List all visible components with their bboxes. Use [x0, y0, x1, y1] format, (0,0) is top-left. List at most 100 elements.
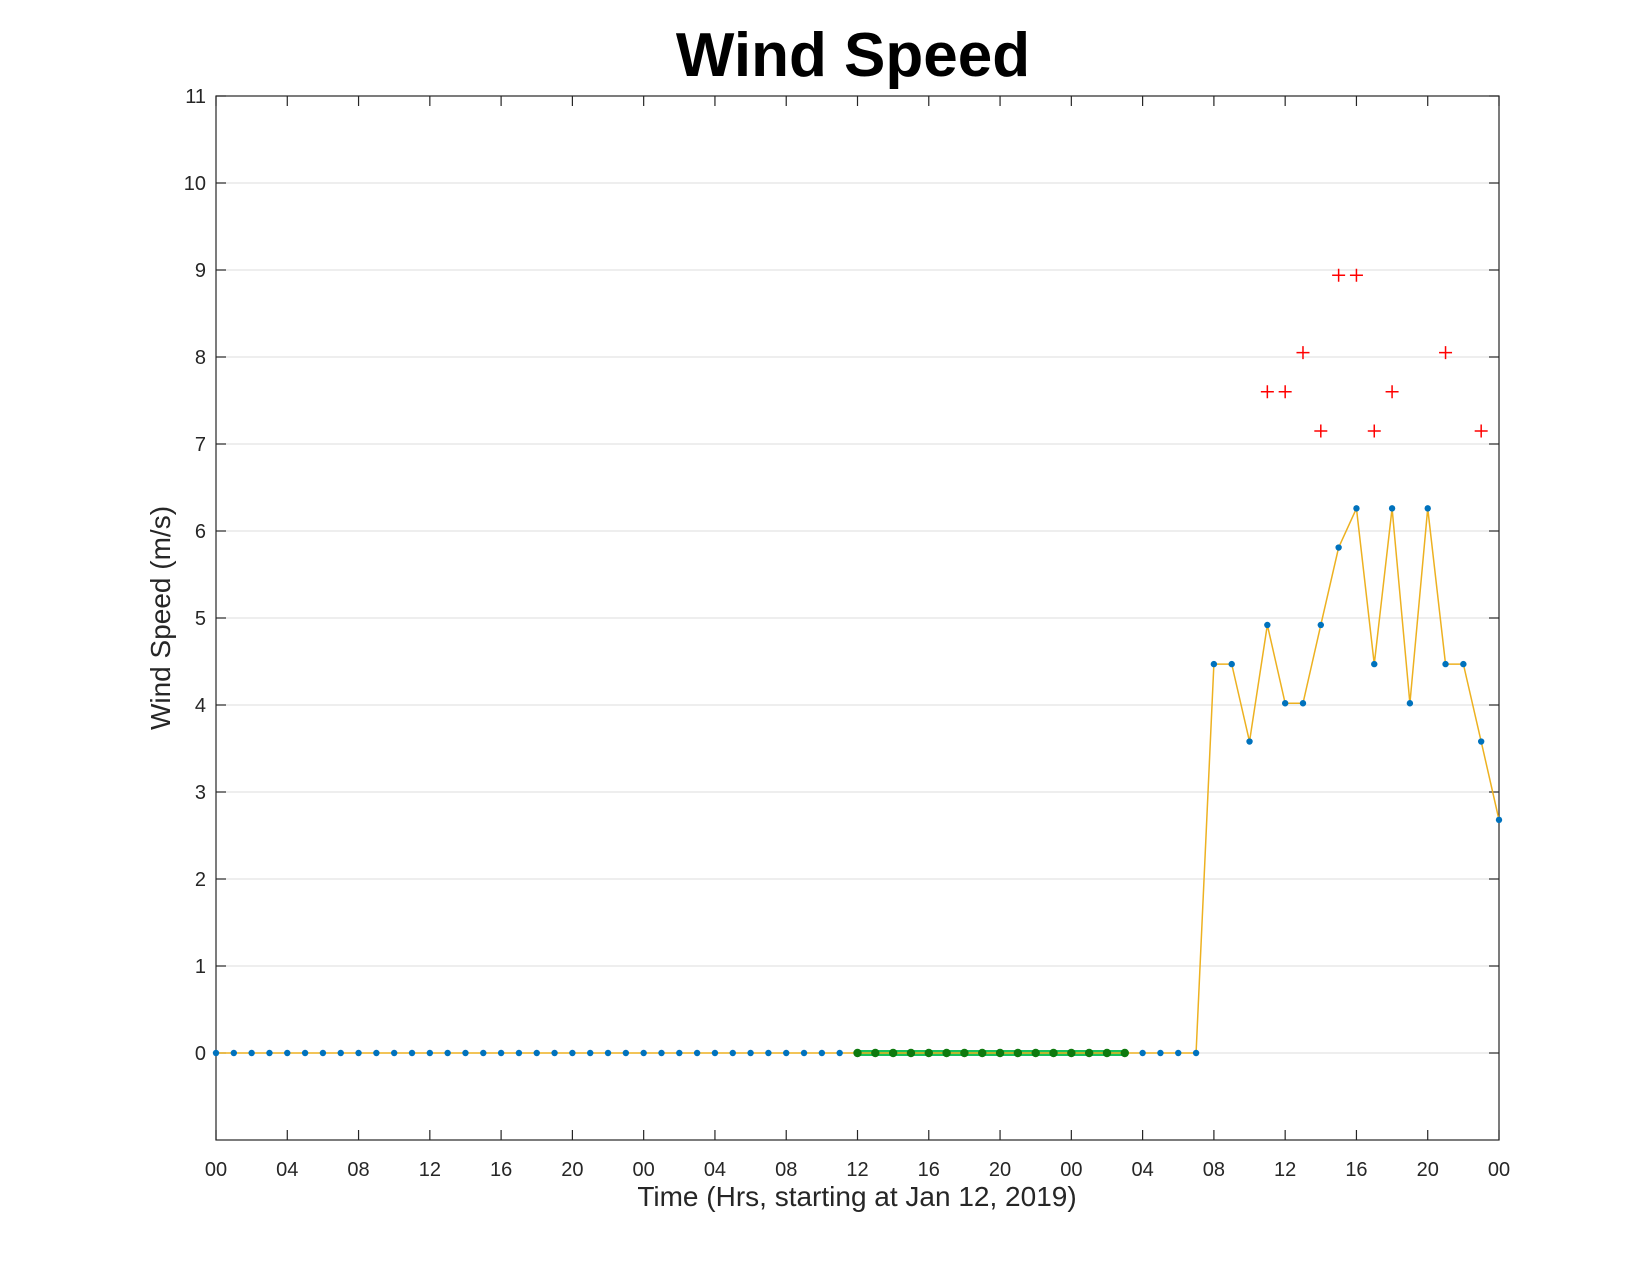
- wind-speed-point: [1175, 1049, 1182, 1057]
- x-tick-label: 16: [490, 1159, 512, 1181]
- x-axis: 00 04 08 12 16 20 00 04 08 12 16 20 00 04 08 12 16 20 00: [205, 96, 1510, 1181]
- y-axis-label: Wind Speed (m/s): [145, 506, 176, 730]
- wind-speed-point: [676, 1049, 683, 1057]
- wind-speed-point: [1495, 816, 1503, 824]
- wind-speed-point: [1139, 1049, 1146, 1057]
- gust-marker: [1349, 268, 1363, 282]
- wind-speed-point: [1353, 505, 1360, 512]
- wind-speed-point: [515, 1049, 523, 1057]
- x-tick-label: 20: [989, 1159, 1011, 1181]
- gust-marker: [1278, 385, 1292, 399]
- highlighted-point: [1067, 1048, 1076, 1058]
- gust-marker: [1385, 385, 1399, 399]
- highlighted-point: [871, 1048, 880, 1058]
- series: [212, 268, 1503, 1058]
- wind-speed-point: [319, 1049, 327, 1057]
- gust-marker: [1474, 424, 1488, 438]
- wind-speed-point: [533, 1049, 540, 1057]
- x-tick-label: 04: [1131, 1159, 1153, 1181]
- highlighted-point: [1013, 1048, 1023, 1058]
- wind-speed-point: [1157, 1049, 1164, 1057]
- x-tick-label: 04: [704, 1159, 726, 1181]
- wind-speed-point: [248, 1049, 255, 1057]
- wind-speed-point: [1317, 621, 1325, 629]
- x-tick-label: 20: [561, 1159, 583, 1181]
- wind-speed-point: [462, 1049, 469, 1057]
- grid: [216, 95, 1499, 1054]
- y-tick-label: 8: [195, 347, 206, 369]
- x-tick-label: 16: [918, 1159, 940, 1181]
- wind-speed-point: [497, 1049, 505, 1057]
- x-tick-label: 16: [1345, 1159, 1367, 1181]
- x-axis-label: Time (Hrs, starting at Jan 12, 2019): [637, 1181, 1076, 1212]
- wind-speed-point: [266, 1049, 273, 1057]
- wind-speed-point: [301, 1049, 309, 1057]
- wind-speed-point: [1371, 660, 1378, 668]
- x-tick-label: 20: [1417, 1159, 1439, 1181]
- x-tick-label: 12: [1274, 1159, 1296, 1181]
- y-tick-label: 1: [195, 956, 206, 978]
- highlighted-point: [906, 1048, 916, 1058]
- wind-speed-point: [426, 1049, 434, 1057]
- wind-speed-point: [444, 1049, 451, 1057]
- highlighted-point: [942, 1048, 951, 1058]
- wind-speed-point: [284, 1049, 291, 1057]
- wind-speed-point: [569, 1049, 576, 1057]
- highlighted-point: [1102, 1048, 1112, 1058]
- wind-speed-point: [1335, 544, 1342, 551]
- wind-speed-point: [729, 1049, 736, 1057]
- y-tick-label: 11: [185, 86, 206, 108]
- wind-speed-point: [408, 1049, 416, 1057]
- wind-speed-point: [230, 1049, 238, 1057]
- x-tick-label: 00: [205, 1159, 227, 1181]
- wind-speed-point: [1442, 660, 1449, 668]
- wind-speed-point: [818, 1049, 826, 1057]
- y-tick-label: 10: [184, 173, 206, 195]
- y-tick-label: 3: [195, 782, 206, 804]
- wind-speed-point: [551, 1049, 558, 1057]
- wind-speed-point: [1192, 1049, 1200, 1057]
- wind-speed-point: [711, 1049, 719, 1057]
- x-tick-label: 00: [1060, 1159, 1082, 1181]
- wind-speed-point: [1424, 505, 1431, 512]
- wind-speed-point: [1460, 660, 1467, 668]
- wind-speed-point: [1228, 660, 1235, 668]
- gust-marker: [1439, 346, 1453, 360]
- highlighted-point: [960, 1048, 969, 1058]
- y-tick-label: 4: [195, 695, 206, 717]
- highlighted-point: [888, 1048, 898, 1058]
- wind-speed-point: [1406, 700, 1414, 707]
- y-tick-label: 0: [195, 1043, 206, 1065]
- wind-speed-point: [783, 1049, 790, 1057]
- gust-marker: [1314, 424, 1328, 438]
- wind-speed-point: [800, 1049, 808, 1057]
- y-tick-label: 9: [195, 260, 206, 282]
- wind-speed-point: [337, 1049, 344, 1057]
- wind-speed-point: [355, 1049, 362, 1057]
- wind-speed-point: [658, 1049, 665, 1057]
- highlighted-point: [1120, 1048, 1129, 1058]
- gust-marker: [1332, 268, 1346, 282]
- wind-speed-line: [216, 507, 1500, 1054]
- x-tick-label: 00: [633, 1159, 655, 1181]
- y-tick-label: 2: [195, 869, 206, 891]
- highlighted-point: [978, 1048, 987, 1058]
- wind-speed-point: [747, 1049, 754, 1057]
- y-tick-label: 5: [195, 608, 206, 630]
- wind-speed-point: [373, 1049, 380, 1057]
- highlighted-point: [1049, 1048, 1058, 1058]
- wind-speed-point: [622, 1049, 630, 1057]
- y-axis: 0 1 2 3 4 5 6 7 8 9 10 11: [184, 86, 1499, 1065]
- x-tick-label: 08: [1203, 1159, 1225, 1181]
- wind-speed-point: [390, 1049, 398, 1057]
- highlighted-point: [853, 1048, 862, 1058]
- chart-title: Wind Speed: [676, 21, 1030, 90]
- x-tick-label: 12: [846, 1159, 868, 1181]
- wind-speed-point: [1477, 738, 1485, 745]
- wind-speed-point: [1388, 505, 1396, 512]
- wind-speed-point: [1299, 700, 1307, 707]
- wind-speed-point: [1264, 621, 1271, 629]
- x-tick-label: 12: [419, 1159, 441, 1181]
